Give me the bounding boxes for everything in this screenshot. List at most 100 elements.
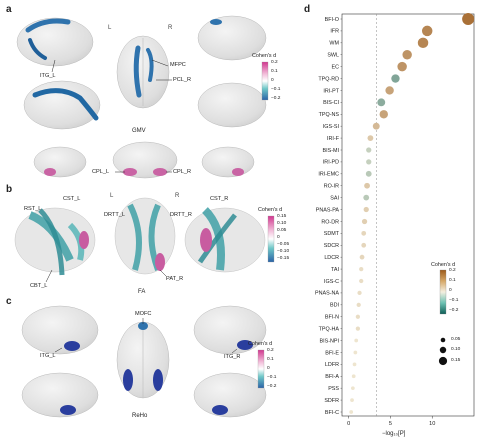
fa-cb-tick: 0 [277,235,280,240]
panel-b-letter: b [6,184,13,195]
fa-tracts-top [114,197,176,275]
region-label-mofc: MOFC [135,311,152,317]
dot-plot-point [372,122,380,130]
gmv-cb-tick: 0.2 [271,60,278,65]
dot-plot-cb-tick: −0.1 [449,298,459,303]
dot-plot-point [361,230,367,236]
size-legend-label: 0.05 [451,337,461,342]
dot-plot-point [359,266,364,272]
fa-cb-tick: −0.05 [277,242,290,247]
dot-plot-point [366,147,372,153]
dot-plot-point [353,350,358,355]
size-legend-dot [440,337,446,343]
dot-plot-point [462,12,475,26]
dot-plot-point [367,135,374,141]
dot-plot-point [355,326,360,331]
panel-d-letter: d [304,4,311,15]
fa-colorbar [267,215,275,263]
dot-plot-category-label: BIS-NPI [320,338,339,344]
size-legend-dot [438,356,448,366]
gmv-cb-tick: −0.2 [271,96,281,101]
dot-plot-cb-tick: 0 [449,288,452,293]
dot-plot-category-label: IRI-PT [323,88,339,94]
dot-plot-category-label: BFI-C [325,410,339,416]
dot-plot-category-label: BFI-E [325,350,339,356]
reho-brain-bottom [116,321,170,399]
dot-plot-category-label: TPQ-NS [319,112,340,118]
region-label-cst-l: CST_L [63,196,81,202]
panel-b-right-label: R [175,193,180,199]
dot-plot-category-label: IFR [330,29,339,35]
dot-plot-category-label: BFI-A [325,374,339,380]
dot-plot-point [417,37,429,49]
dot-plot-category-label: SDFR [324,398,339,404]
dot-plot-point [379,110,388,119]
fa-cb-tick: 0.15 [277,214,287,219]
region-label-itg-l: ITG_L [40,73,56,79]
dot-plot-point [350,398,354,402]
fa-cb-tick: −0.10 [277,249,290,254]
fa-tracts-right [184,207,266,273]
dot-plot-point [364,182,370,189]
reho-colorbar [257,349,265,389]
dot-plot-point [391,74,400,83]
reho-brain-right-lateral [193,305,267,355]
region-label-mfpc: MFPC [170,62,186,68]
panel-a-left-label: L [108,25,112,31]
dot-plot-category-label: PNAS-NA [315,291,339,297]
dot-plot-point [354,338,359,343]
dot-plot-point [366,159,372,165]
dot-plot-category-label: BIS-MI [323,148,339,154]
dot-plot-point [363,206,369,213]
region-label-cbt-l: CBT_L [30,283,48,289]
plot-frame [341,13,475,417]
region-label-drtt-r: DRTT_R [170,212,192,218]
dot-plot-category-label: WM [329,41,339,47]
dot-plot-x-tick-label: 0 [347,421,350,427]
dot-plot-category-label: SAI [330,195,339,201]
dot-plot-point [377,98,386,107]
dot-plot-point [421,25,433,37]
reho-colorbar-title: Cohen's d [248,341,273,347]
dot-plot-point [397,61,407,72]
dot-plot-point [402,50,412,60]
gmv-brain-left-lateral [16,17,94,67]
dot-plot-category-label: TPQ-RD [318,76,339,82]
dot-plot-category-label: RO-DR [321,219,339,225]
region-label-cpl-l: CPL_L [92,169,110,175]
dot-plot-category-label: SDCR [324,243,339,249]
gmv-brain-top [116,35,170,109]
size-legend-label: 0.15 [451,358,461,363]
dot-plot-category-label: BIS-CI [323,100,339,106]
dot-plot-colorbar-title: Cohen's d [431,262,456,268]
size-legend-dot [439,346,447,354]
panel-a-right-label: R [168,25,173,31]
fa-colorbar-title: Cohen's d [258,207,283,213]
dot-plot-point [351,374,356,379]
dot-plot-category-label: BFI-N [325,315,339,321]
dot-plot-cb-tick: 0.1 [449,278,456,283]
gmv-cb-tick: −0.1 [271,87,281,92]
dot-plot-category-label: IRI-F [327,136,340,142]
dot-plot-point [357,290,362,296]
fa-cb-tick: −0.15 [277,256,290,261]
dot-plot-cb-tick: −0.2 [449,308,459,313]
panel-b-caption: FA [138,289,146,295]
gmv-cerebellum-right [201,146,255,178]
panel-a-letter: a [6,4,12,15]
size-legend-label: 0.10 [451,347,461,352]
region-label-cst-r: CST_R [210,196,229,202]
dot-plot-x-tick-label: 5 [389,421,392,427]
dot-plot-category-label: LDFR [325,362,339,368]
gmv-cerebellum-bottom [112,141,178,179]
dot-plot-category-label: TPQ-HA [319,326,340,332]
gmv-brain-right-lateral [197,15,267,61]
gmv-cerebellum-left [33,146,87,178]
dot-plot-point [365,170,372,177]
reho-cb-tick: 0 [267,366,270,371]
dot-plot-point [352,362,357,367]
region-label-itg-l: ITG_L [40,353,56,359]
dot-plot-category-label: SWL [327,53,339,59]
reho-cb-tick: 0.1 [267,357,274,362]
reho-cb-tick: 0.2 [267,348,274,353]
